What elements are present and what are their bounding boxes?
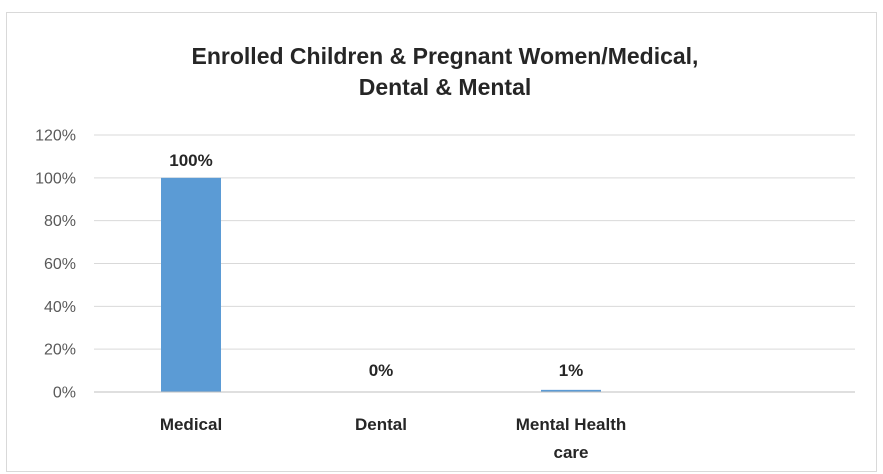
chart-title-line: Enrolled Children & Pregnant Women/Medic…	[192, 43, 699, 69]
chart-frame	[6, 12, 877, 472]
bar-medical	[161, 177, 221, 392]
x-axis-category-labels: Medical Dental Mental Health care	[160, 415, 626, 462]
category-label: Mental Health	[516, 415, 627, 434]
y-axis-tick-labels: 0% 20% 40% 60% 80% 100% 120%	[35, 128, 76, 402]
bars	[161, 177, 601, 392]
category-label: Dental	[355, 415, 407, 434]
y-tick-label: 20%	[44, 342, 76, 359]
y-tick-label: 40%	[44, 299, 76, 316]
data-label: 1%	[559, 361, 584, 380]
data-label: 100%	[169, 151, 212, 170]
category-label: care	[554, 443, 589, 462]
data-labels: 100% 0% 1%	[169, 151, 583, 380]
chart-title-line: Dental & Mental	[359, 74, 532, 100]
bar-mental-health-care	[541, 389, 601, 392]
y-tick-label: 120%	[35, 128, 76, 145]
data-label: 0%	[369, 361, 394, 380]
y-tick-label: 100%	[35, 170, 76, 187]
category-label: Medical	[160, 415, 222, 434]
y-tick-label: 0%	[53, 385, 76, 402]
y-tick-label: 60%	[44, 256, 76, 273]
y-tick-label: 80%	[44, 213, 76, 230]
chart-title: Enrolled Children & Pregnant Women/Medic…	[192, 43, 699, 100]
